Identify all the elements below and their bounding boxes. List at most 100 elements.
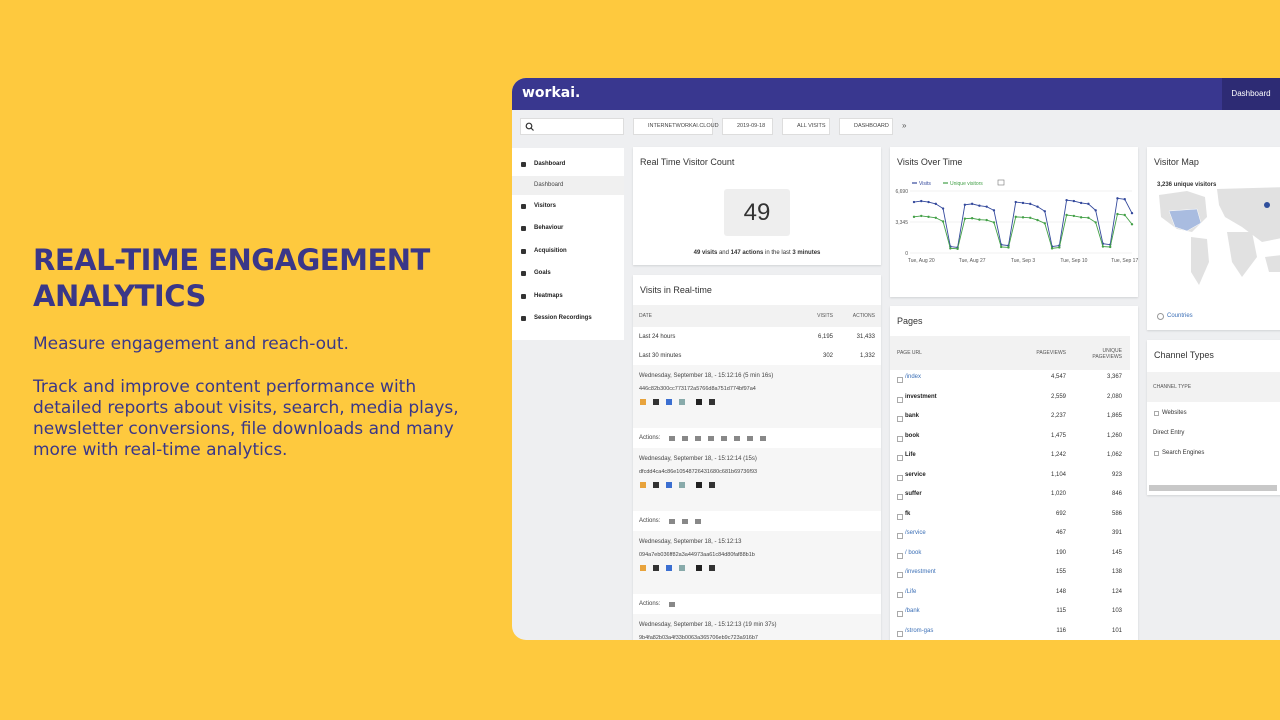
collapse-icon[interactable]: » — [902, 121, 907, 130]
channel-type[interactable]: Search Engines — [1162, 450, 1205, 456]
toolbar-button[interactable]: 2019-09-18 — [722, 118, 773, 135]
page-url[interactable]: /service — [905, 530, 926, 536]
visitor-icon — [679, 482, 685, 488]
data-point — [1014, 215, 1017, 219]
row-icon — [897, 572, 903, 578]
logo[interactable]: workai. — [522, 85, 581, 101]
data-point — [927, 200, 930, 204]
page-url[interactable]: /Life — [905, 588, 917, 595]
sidebar-item[interactable]: Behaviour — [534, 225, 564, 231]
page-url[interactable]: suffer — [905, 491, 922, 497]
channel-type[interactable]: Direct Entry — [1153, 430, 1185, 436]
toolbar-button[interactable]: INTERNETWORKAI.CLOUD — [633, 118, 719, 135]
sidebar-sub-bg — [512, 176, 624, 195]
y-tick-label: 3,345 — [895, 220, 908, 226]
visits-over-time-panel: Visits Over Time 0 3,345 6,690 Tue, Aug 20 T… — [890, 147, 1138, 297]
visitor-id: 9b4fa82b03a4f33b0063a365706eb9c723a916b7 — [639, 635, 758, 640]
page-url[interactable]: /bank — [905, 608, 920, 614]
page-url[interactable]: bank — [905, 413, 920, 419]
zoom-icon[interactable] — [1157, 313, 1164, 320]
page-url[interactable]: Life — [905, 452, 916, 458]
summary-part: 147 actions — [730, 250, 764, 256]
row-icon — [897, 513, 903, 520]
page-url[interactable]: /strom-gas — [905, 627, 934, 634]
hero-body: Track and improve content performance wi… — [33, 377, 459, 460]
row-icon — [897, 611, 903, 617]
action-icon — [734, 436, 740, 441]
sidebar-item[interactable]: Heatmaps — [534, 293, 563, 299]
sidebar-item[interactable]: Visitors — [534, 203, 556, 209]
visitor-icon — [696, 399, 702, 405]
column-header: VISITS — [817, 313, 833, 319]
toolbar-button[interactable]: DASHBOARD — [839, 118, 893, 135]
pages-panel: Pages PAGE URL PAGEVIEWS UNIQUE PAGEVIEWS /… — [890, 306, 1138, 640]
series-line — [913, 213, 1133, 250]
page-url[interactable]: book — [905, 432, 920, 439]
page-url[interactable]: /investment — [905, 569, 936, 575]
summary-part: 49 visits — [693, 250, 718, 256]
unique-pageviews: 3,367 — [1106, 374, 1122, 380]
visitor-icon — [640, 399, 646, 405]
page-url[interactable]: service — [905, 471, 926, 478]
visit-block — [633, 448, 881, 511]
series-line — [913, 197, 1133, 248]
page-url[interactable]: /index — [905, 374, 922, 380]
legend-label: Unique visitors — [950, 181, 983, 187]
row-icon — [897, 396, 903, 403]
search-box[interactable] — [520, 118, 624, 135]
unique-pageviews: 1,865 — [1106, 413, 1122, 419]
pageviews: 1,104 — [1050, 471, 1066, 478]
column-header: DATE — [639, 313, 652, 319]
search-icon — [525, 122, 534, 131]
data-point — [985, 218, 988, 222]
row-icon — [897, 533, 903, 539]
data-point — [992, 209, 996, 212]
row-icon — [1154, 451, 1159, 456]
table-cell: 6,195 — [817, 334, 833, 340]
data-point — [1123, 213, 1126, 217]
x-tick-label: Tue, Sep 3 — [1011, 258, 1035, 264]
data-point — [1065, 198, 1068, 202]
visitor-count: 49 — [724, 189, 790, 236]
visitor-icon — [696, 565, 702, 571]
unique-pageviews: 103 — [1111, 608, 1122, 614]
page-url[interactable]: investment — [905, 393, 937, 400]
data-point — [1087, 202, 1090, 206]
channel-type[interactable]: Websites — [1162, 410, 1187, 416]
page-url[interactable]: / book — [905, 549, 922, 556]
sidebar-icon — [521, 316, 526, 321]
unique-pageviews: 1,062 — [1106, 452, 1122, 458]
panel-title: Visits in Real-time — [640, 285, 712, 295]
scrollbar[interactable] — [1149, 485, 1277, 491]
sidebar-item[interactable]: Session Recordings — [534, 315, 592, 321]
x-tick-label: Tue, Aug 27 — [959, 258, 986, 264]
pageviews: 1,242 — [1050, 452, 1066, 458]
pageviews: 190 — [1055, 549, 1066, 556]
action-icon — [682, 436, 688, 441]
data-point — [1050, 247, 1054, 250]
hero-subtitle: Measure engagement and reach-out. — [33, 334, 349, 354]
data-point — [1130, 211, 1134, 215]
pageviews: 2,559 — [1050, 393, 1066, 400]
page-url[interactable]: fk — [905, 510, 911, 517]
sidebar-item[interactable]: Acquisition — [534, 248, 567, 254]
count-summary: 49 visits and 147 actions in the last 3 … — [633, 250, 881, 256]
action-icon — [669, 519, 675, 524]
visitor-icon — [640, 565, 646, 571]
visit-block — [633, 531, 881, 594]
nav-tab[interactable]: Dashboard — [1222, 78, 1280, 110]
sidebar-sub-item[interactable]: Dashboard — [534, 182, 564, 188]
sidebar-item[interactable]: Dashboard — [534, 161, 566, 167]
data-point — [934, 216, 937, 219]
sidebar-item[interactable]: Goals — [534, 270, 551, 276]
visit-time: Wednesday, September 18, - 15:12:13 — [639, 539, 742, 545]
data-point — [1029, 202, 1032, 206]
data-point — [1116, 197, 1119, 200]
data-point — [985, 205, 988, 208]
row-icon — [897, 455, 903, 461]
countries-link[interactable]: Countries — [1167, 313, 1193, 319]
data-point — [1065, 213, 1068, 217]
toolbar-button[interactable]: ALL VISITS — [782, 118, 830, 135]
data-point — [1072, 199, 1076, 203]
table-cell: 302 — [822, 353, 833, 359]
